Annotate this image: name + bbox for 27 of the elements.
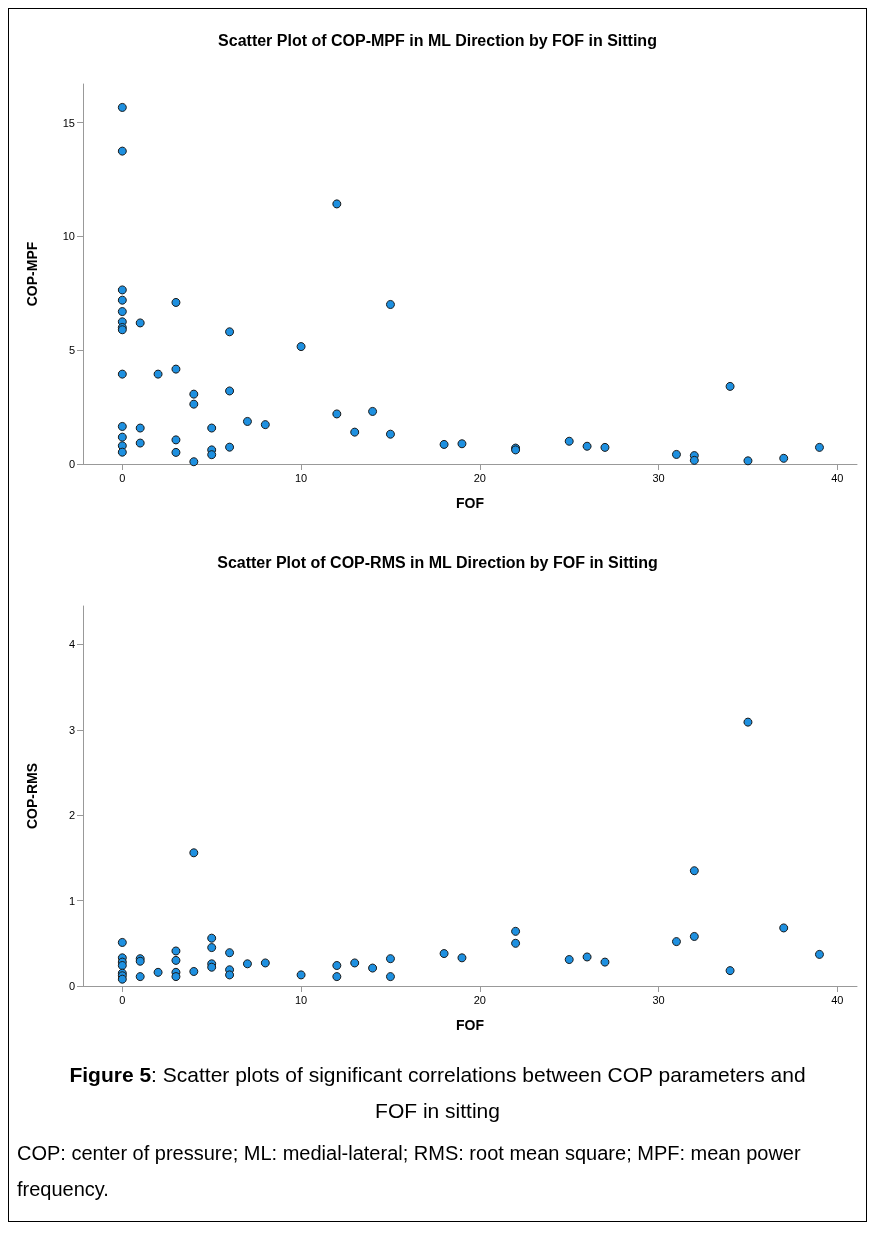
chart-title: Scatter Plot of COP-RMS in ML Direction by FOF in Sitting — [217, 553, 658, 571]
y-tick-label: 0 — [68, 458, 75, 470]
y-axis-title: COP-RMS — [24, 762, 40, 830]
y-tick-label: 5 — [68, 344, 75, 357]
y-tick-label: 10 — [62, 230, 75, 243]
x-axis-title: FOF — [456, 495, 485, 511]
x-tick-label: 40 — [831, 993, 844, 1006]
chart-title: Scatter Plot of COP-MPF in ML Direction by FOF in Sitting — [218, 31, 657, 49]
x-tick-label: 20 — [473, 471, 486, 484]
x-axis-title: FOF — [456, 1017, 485, 1033]
y-tick-label: 4 — [68, 638, 75, 651]
x-tick-label: 30 — [652, 993, 665, 1006]
y-tick-label: 0 — [68, 980, 75, 992]
x-tick-label: 30 — [652, 471, 665, 484]
y-tick-label: 3 — [68, 723, 75, 736]
y-tick-label: 15 — [62, 116, 75, 129]
y-axis-title: COP-MPF — [24, 241, 40, 307]
x-tick-label: 10 — [294, 471, 308, 484]
text: COP: center of pressure; ML: medial-lateral; RMS: root mean square; MPF: mean power frequency. — [17, 1141, 802, 1202]
y-tick-label: 1 — [68, 894, 75, 907]
caption: Figure 5: Scatter plots of significant correlations between COP parameters and FOF in sitting — [68, 1062, 807, 1124]
x-tick-label: 10 — [294, 993, 308, 1006]
x-tick-label: 20 — [473, 993, 486, 1006]
x-tick-label: 0 — [119, 993, 126, 1006]
y-tick-label: 2 — [68, 809, 75, 822]
x-tick-label: 0 — [119, 471, 126, 484]
x-tick-label: 40 — [831, 471, 844, 484]
